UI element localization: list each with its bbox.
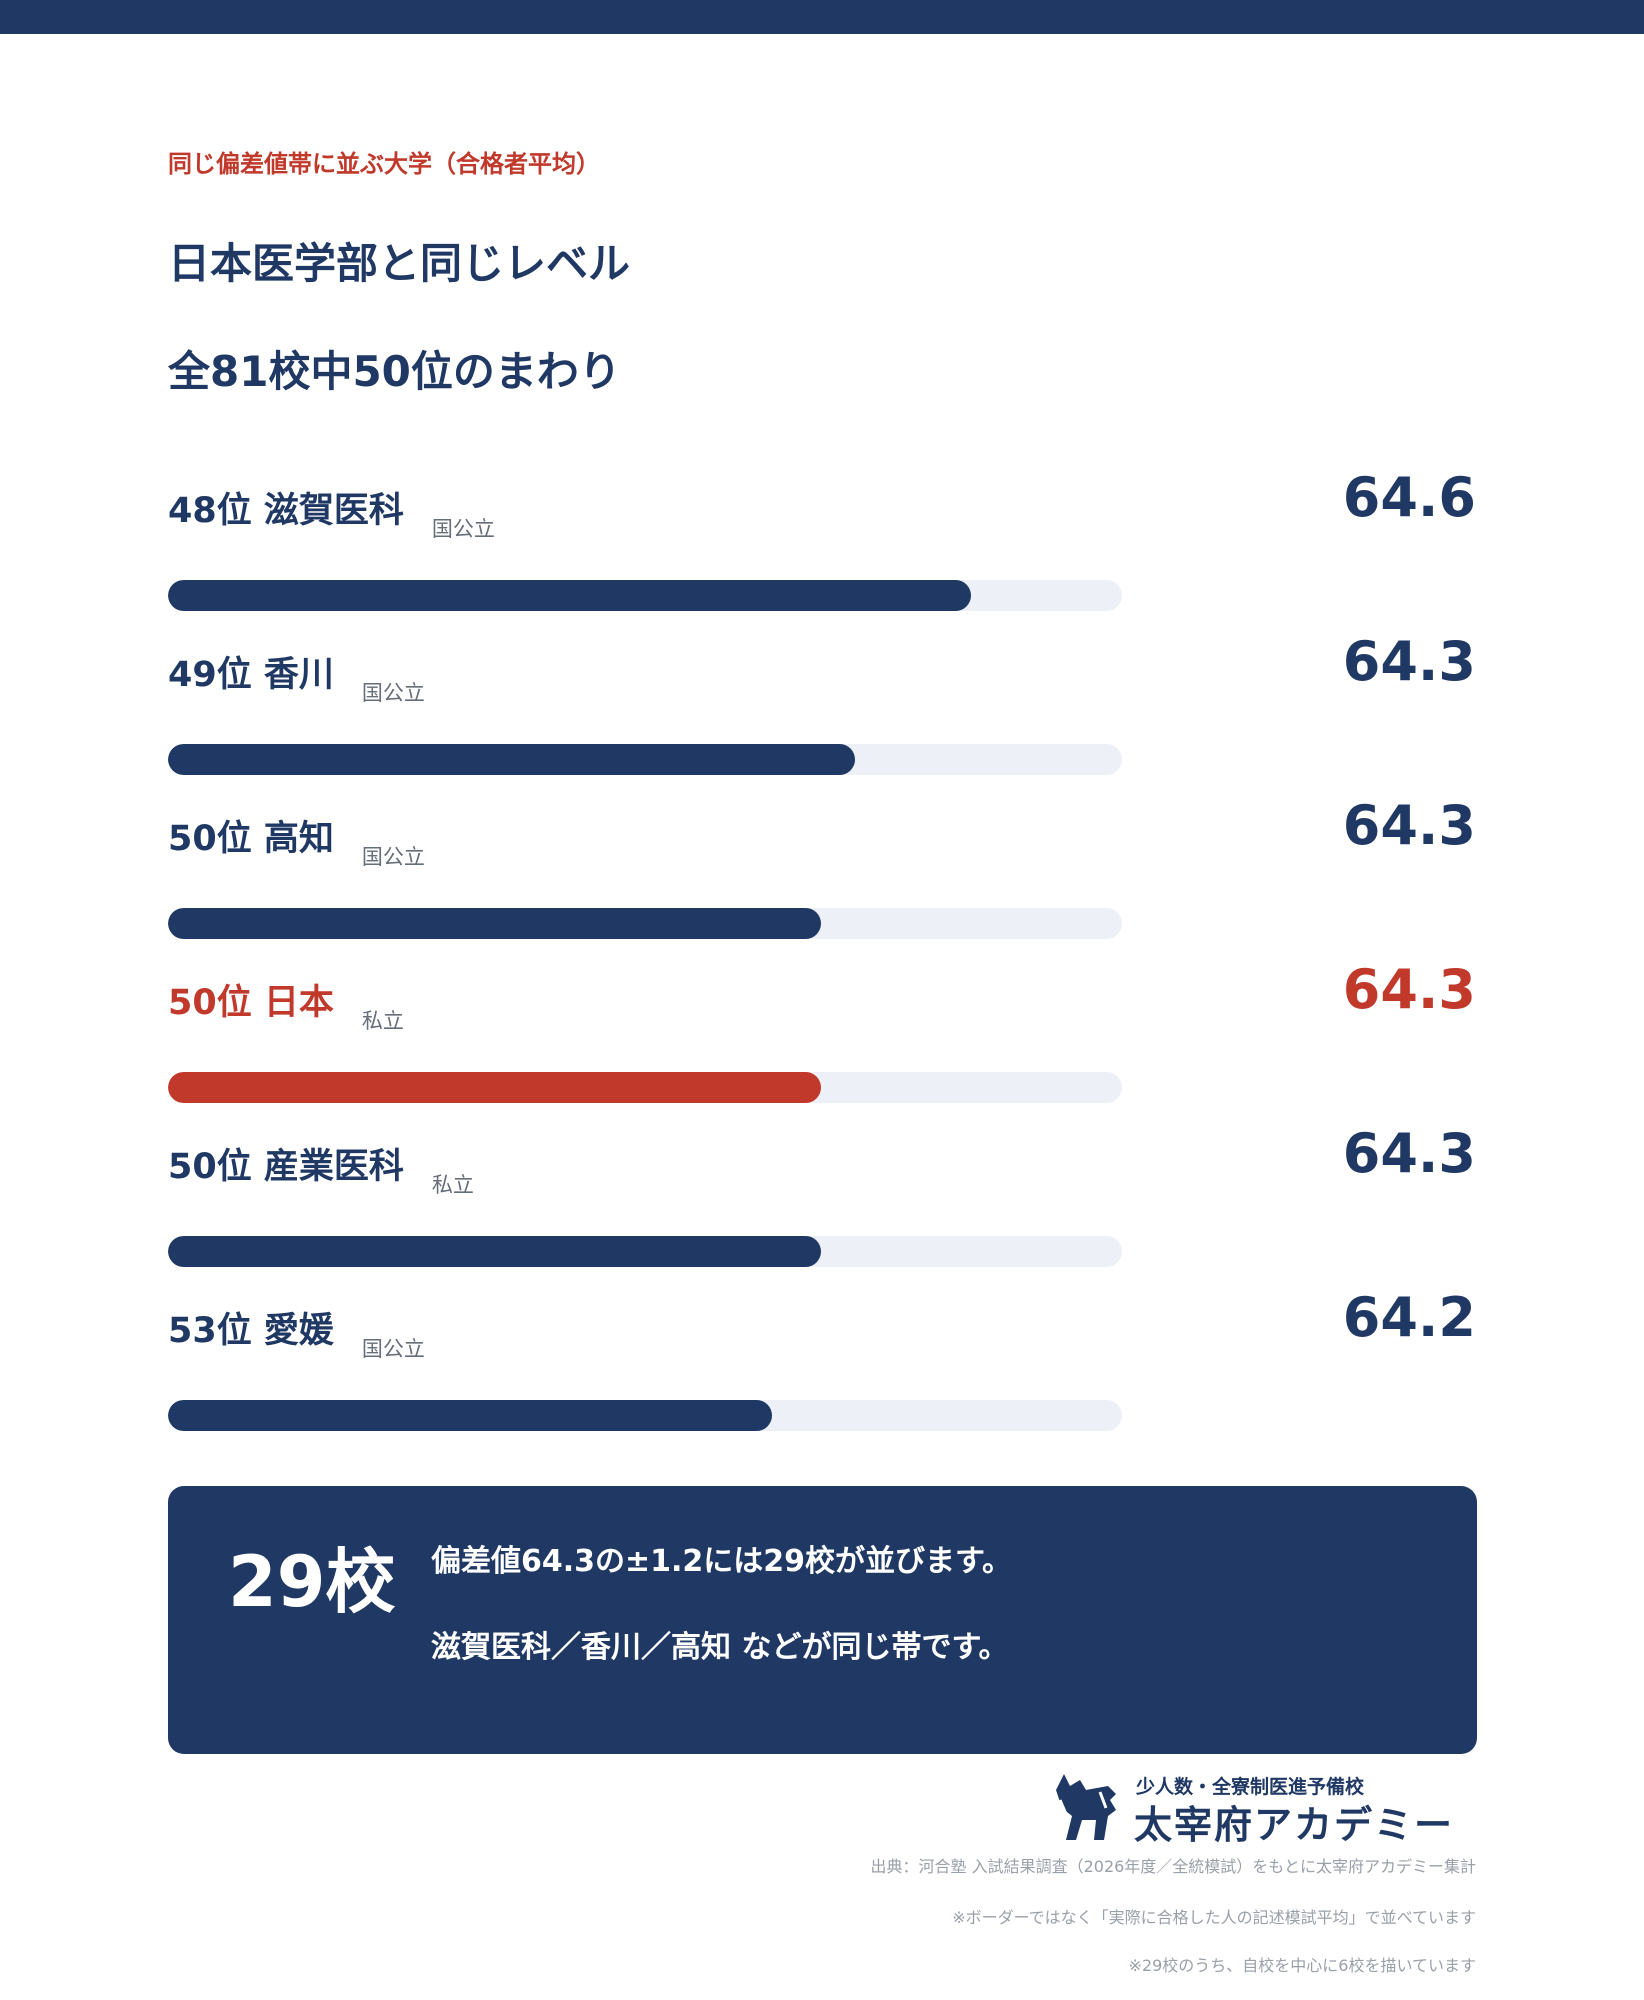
- chart-row: 50位 高知国公立 64.3: [168, 788, 1476, 952]
- bar-fill: [168, 580, 971, 611]
- label-spacer: [252, 1147, 264, 1187]
- university-name: 香川: [263, 655, 334, 695]
- source-note: 出典：河合塾 入試結果調査（2026年度／全統模試）をもとに太宰府アカデミー集計: [870, 1857, 1477, 1876]
- university-type: 国公立: [361, 681, 425, 705]
- university-rank: 48位: [168, 491, 252, 531]
- bar-track: [168, 580, 1122, 611]
- method-note: ※ボーダーではなく「実際に合格した人の記述模試平均」で並べています: [952, 1908, 1476, 1927]
- row-label: 48位 滋賀医科国公立: [168, 482, 495, 541]
- logo-tagline: 少人数・全寮制医進予備校: [1136, 1776, 1365, 1798]
- university-rank: 50位: [168, 819, 252, 859]
- horse-logo-icon: [1056, 1774, 1116, 1840]
- row-label: 50位 産業医科私立: [168, 1138, 474, 1197]
- bar-fill: [168, 1400, 772, 1431]
- academy-logo: 少人数・全寮制医進予備校 太宰府アカデミー: [1050, 1770, 1480, 1847]
- chart-row: 49位 香川国公立 64.3: [168, 624, 1476, 788]
- bar-fill: [168, 744, 855, 775]
- label-spacer: [252, 491, 264, 531]
- logo-name: 太宰府アカデミー: [1134, 1802, 1455, 1847]
- chart-row: 48位 滋賀医科国公立 64.6: [168, 460, 1476, 624]
- scope-note: ※29校のうち、自校を中心に6校を描いています: [1128, 1956, 1476, 1975]
- university-type: 私立: [431, 1173, 474, 1197]
- deviation-value: 64.3: [1342, 794, 1476, 857]
- bar-track: [168, 1072, 1122, 1103]
- university-name: 日本: [263, 983, 334, 1023]
- university-rank: 50位: [168, 983, 252, 1023]
- label-spacer: [252, 1311, 264, 1351]
- university-name: 愛媛: [263, 1311, 334, 1351]
- deviation-value: 64.2: [1342, 1286, 1476, 1349]
- deviation-value: 64.6: [1342, 466, 1476, 529]
- ranking-bar-chart: 48位 滋賀医科 国公立 64.6 49位 香川 国公立 64.3 50位 高知 国公立 64.…: [168, 460, 1476, 1444]
- deviation-value: 64.3: [1342, 958, 1476, 1021]
- bar-fill: [168, 1072, 821, 1103]
- university-type: 国公立: [431, 517, 495, 541]
- university-rank: 49位: [168, 655, 252, 695]
- deviation-value: 64.3: [1342, 630, 1476, 693]
- row-label: 53位 愛媛国公立: [168, 1302, 425, 1361]
- chart-row: 53位 愛媛国公立 64.2: [168, 1280, 1476, 1444]
- page-subtitle: 全81校中50位のまわり: [168, 347, 621, 396]
- university-rank: 53位: [168, 1311, 252, 1351]
- bar-track: [168, 1236, 1122, 1267]
- bar-track: [168, 1400, 1122, 1431]
- university-rank: 50位: [168, 1147, 252, 1187]
- summary-count: 29校: [228, 1541, 396, 1623]
- university-name: 高知: [263, 819, 334, 859]
- section-eyebrow: 同じ偏差値帯に並ぶ大学（合格者平均）: [168, 150, 600, 178]
- university-type: 国公立: [361, 1337, 425, 1361]
- row-label: 50位 日本私立: [168, 974, 404, 1033]
- summary-line-1: 偏差値64.3の±1.2には29校が並びます。: [431, 1544, 1013, 1579]
- page-title: 日本医学部と同じレベル: [168, 239, 631, 288]
- label-spacer: [252, 655, 264, 695]
- bar-fill: [168, 1236, 821, 1267]
- chart-row: 50位 日本私立 64.3: [168, 952, 1476, 1116]
- bar-track: [168, 908, 1122, 939]
- row-label: 50位 高知国公立: [168, 810, 425, 869]
- deviation-value: 64.3: [1342, 1122, 1476, 1185]
- university-type: 私立: [361, 1009, 404, 1033]
- bar-fill: [168, 908, 821, 939]
- label-spacer: [252, 983, 264, 1023]
- top-banner: [0, 0, 1644, 34]
- row-label: 49位 香川国公立: [168, 646, 425, 705]
- university-type: 国公立: [361, 845, 425, 869]
- label-spacer: [252, 819, 264, 859]
- chart-row: 50位 産業医科私立 64.3: [168, 1116, 1476, 1280]
- university-name: 滋賀医科: [263, 491, 404, 531]
- bar-track: [168, 744, 1122, 775]
- university-name: 産業医科: [263, 1147, 404, 1187]
- summary-line-2: 滋賀医科／香川／高知 などが同じ帯です。: [431, 1630, 1009, 1665]
- summary-card: 29校 偏差値64.3の±1.2には29校が並びます。 滋賀医科／香川／高知 な…: [168, 1486, 1477, 1754]
